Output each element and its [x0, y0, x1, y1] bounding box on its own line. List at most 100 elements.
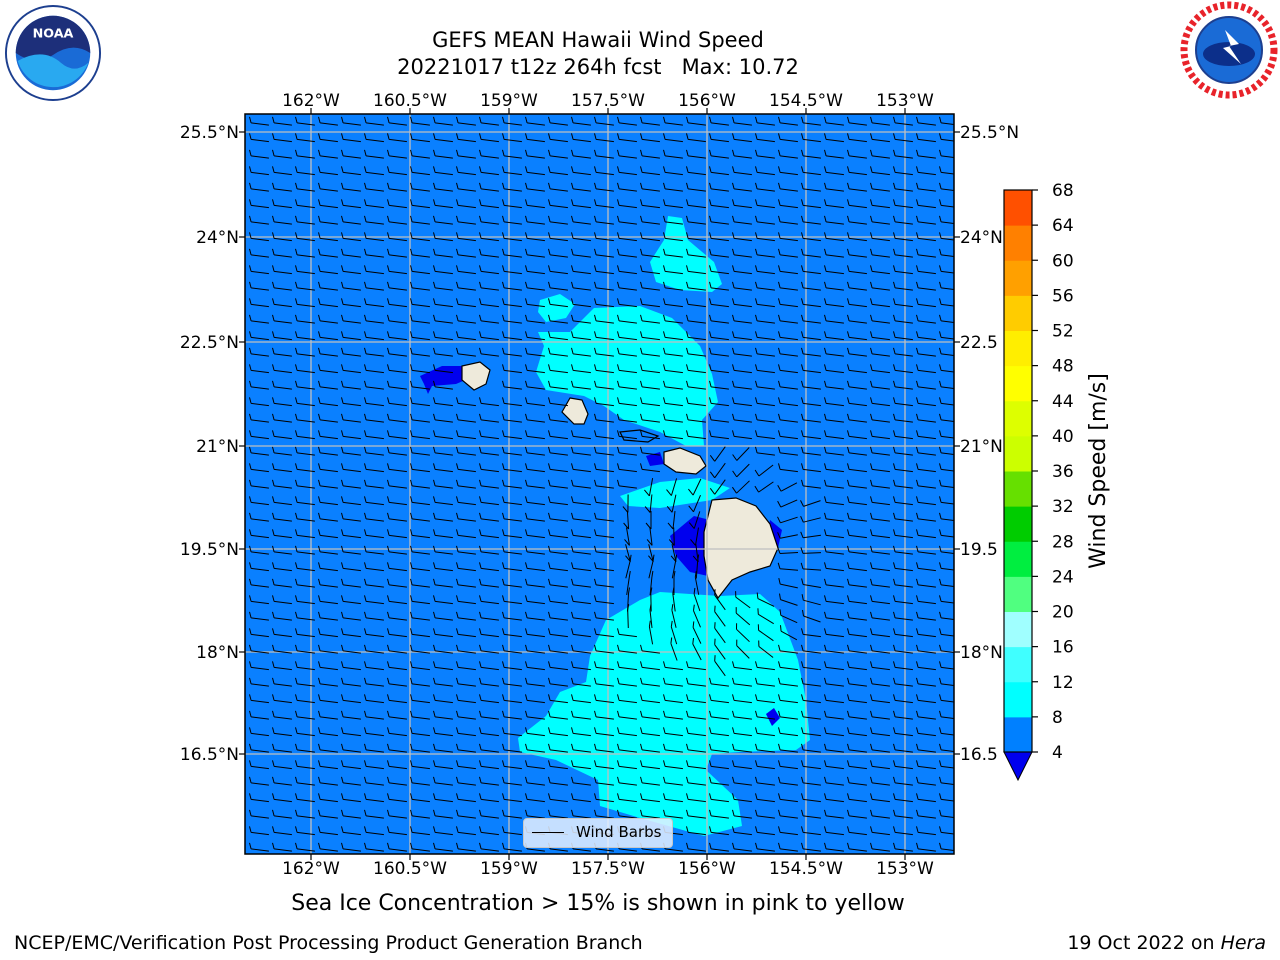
- wind-barb: [779, 593, 798, 606]
- wind-barb: [735, 607, 751, 626]
- wind-barb: [755, 232, 775, 242]
- wind-barb: [847, 215, 867, 225]
- wind-barb: [456, 644, 476, 654]
- wind-barb: [870, 644, 890, 654]
- wind-barb: [548, 710, 568, 720]
- wind-barb: [479, 413, 499, 423]
- wind-barb: [479, 248, 499, 258]
- wind-barb: [456, 331, 476, 341]
- wind-barb: [709, 413, 729, 423]
- wind-barb: [870, 512, 890, 522]
- colorbar-tick-label: 64: [1052, 216, 1074, 236]
- colorbar-segment: [1004, 611, 1032, 648]
- wind-barb: [939, 380, 954, 389]
- wind-barb: [525, 727, 545, 737]
- wind-barb: [916, 364, 936, 374]
- colorbar-tick-label: 56: [1052, 286, 1074, 306]
- wind-barb: [824, 793, 844, 803]
- wind-barb: [295, 298, 315, 308]
- wind-barb: [341, 760, 361, 770]
- wind-barb: [640, 413, 660, 423]
- wind-barb: [916, 595, 936, 605]
- wind-barb: [714, 655, 726, 677]
- wind-barb: [640, 743, 660, 753]
- wind-barb: [893, 496, 913, 506]
- wind-barb: [870, 446, 890, 456]
- wind-barb: [548, 595, 568, 605]
- wind-barb: [824, 611, 844, 621]
- wind-barb: [272, 166, 292, 176]
- wind-barb: [525, 182, 545, 192]
- wind-barb: [456, 826, 476, 836]
- wind-barb: [387, 298, 407, 308]
- wind-barb: [525, 166, 545, 176]
- wind-barb: [249, 611, 269, 621]
- wind-barb: [479, 314, 499, 324]
- wind-barb: [594, 446, 614, 456]
- wind-barb: [387, 215, 407, 225]
- wind-barb: [456, 595, 476, 605]
- wind-barb: [824, 182, 844, 192]
- wind-barb: [847, 479, 867, 489]
- wind-barb: [663, 760, 683, 770]
- wind-barb: [410, 595, 430, 605]
- wind-barb: [709, 397, 729, 407]
- wind-barb: [870, 364, 890, 374]
- wind-barb: [824, 364, 844, 374]
- wind-barb: [479, 595, 499, 605]
- wind-barb: [571, 430, 591, 440]
- wind-barb: [433, 562, 453, 572]
- lon-label-bottom: 154.5°W: [769, 859, 843, 879]
- wind-barb: [548, 793, 568, 803]
- wind-barb: [272, 182, 292, 192]
- wind-barb: [387, 133, 407, 143]
- wind-barb: [870, 166, 890, 176]
- wind-barb: [939, 182, 954, 191]
- lat-label-right: 21°N: [960, 437, 1003, 457]
- wind-barb: [801, 298, 821, 308]
- wind-barb: [617, 628, 637, 638]
- wind-barb: [594, 248, 614, 258]
- wind-barb: [755, 397, 775, 407]
- wind-barb: [939, 512, 954, 521]
- colorbar-tick-label: 20: [1052, 603, 1074, 623]
- wind-barb: [364, 496, 384, 506]
- wind-barb: [594, 545, 614, 555]
- wind-barb: [847, 562, 867, 572]
- wind-barb: [801, 594, 821, 606]
- lon-label-top: 162°W: [282, 91, 340, 111]
- wind-barb: [525, 496, 545, 506]
- wind-barb: [295, 265, 315, 275]
- wind-barb: [801, 809, 821, 819]
- colorbar-tick-label: 36: [1052, 462, 1074, 482]
- wind-barb: [617, 397, 637, 407]
- colorbar-segment: [1004, 190, 1032, 226]
- wind-barb: [732, 215, 752, 225]
- wind-barb: [594, 809, 614, 819]
- wind-barb: [916, 644, 936, 654]
- wind-barb: [548, 529, 568, 539]
- calm-zone-bigisland: [670, 516, 710, 576]
- wind-barb: [801, 232, 821, 242]
- wind-barb: [939, 199, 954, 208]
- wind-barb: [686, 215, 706, 225]
- wind-barb: [456, 133, 476, 143]
- wind-barb: [433, 347, 453, 357]
- wind-barb: [272, 232, 292, 242]
- wind-barb: [824, 281, 844, 291]
- wind-barb: [824, 265, 844, 275]
- wind-barb: [594, 743, 614, 753]
- colorbar-segment: [1004, 576, 1032, 612]
- wind-barb: [295, 232, 315, 242]
- wind-barb: [870, 133, 890, 143]
- wind-barb: [617, 314, 637, 324]
- wind-barb: [893, 578, 913, 588]
- wind-barb: [479, 793, 499, 803]
- wind-barb: [801, 760, 821, 770]
- wind-barb: [249, 397, 269, 407]
- wind-barb: [249, 661, 269, 671]
- wind-barb: [318, 644, 338, 654]
- wind-barb: [341, 578, 361, 588]
- wind-barb: [625, 544, 631, 563]
- wind-barb: [801, 578, 821, 588]
